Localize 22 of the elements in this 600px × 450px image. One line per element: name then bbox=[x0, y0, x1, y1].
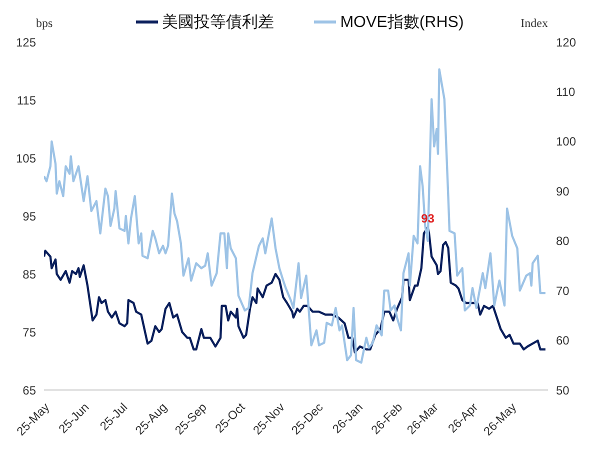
annotation: 93 bbox=[421, 212, 435, 226]
y2-tick-label: 50 bbox=[556, 383, 570, 398]
y2-tick-label: 120 bbox=[556, 35, 576, 50]
y-tick-label: 65 bbox=[22, 383, 36, 398]
legend-label: 美國投等債利差 bbox=[162, 12, 274, 32]
y-tick-label: 105 bbox=[16, 151, 36, 166]
y-tick-label: 95 bbox=[22, 209, 36, 224]
y-tick-label: 75 bbox=[22, 325, 36, 340]
y-tick-label: 125 bbox=[16, 35, 36, 50]
y2-tick-label: 80 bbox=[556, 234, 570, 248]
y2-tick-label: 100 bbox=[556, 134, 576, 149]
line-series bbox=[44, 226, 547, 354]
y-tick-label: 85 bbox=[22, 267, 36, 282]
legend-label: MOVE指數(RHS) bbox=[340, 12, 464, 32]
y-tick-label: 115 bbox=[16, 93, 36, 108]
y2-tick-label: 110 bbox=[556, 84, 576, 99]
line-series bbox=[44, 68, 547, 364]
y2-tick-label: 60 bbox=[556, 334, 570, 348]
y2-tick-label: 90 bbox=[556, 184, 570, 198]
y-axis-title: bps bbox=[36, 16, 53, 31]
y2-axis-title: Index bbox=[520, 16, 548, 31]
y2-tick-label: 70 bbox=[556, 284, 570, 298]
